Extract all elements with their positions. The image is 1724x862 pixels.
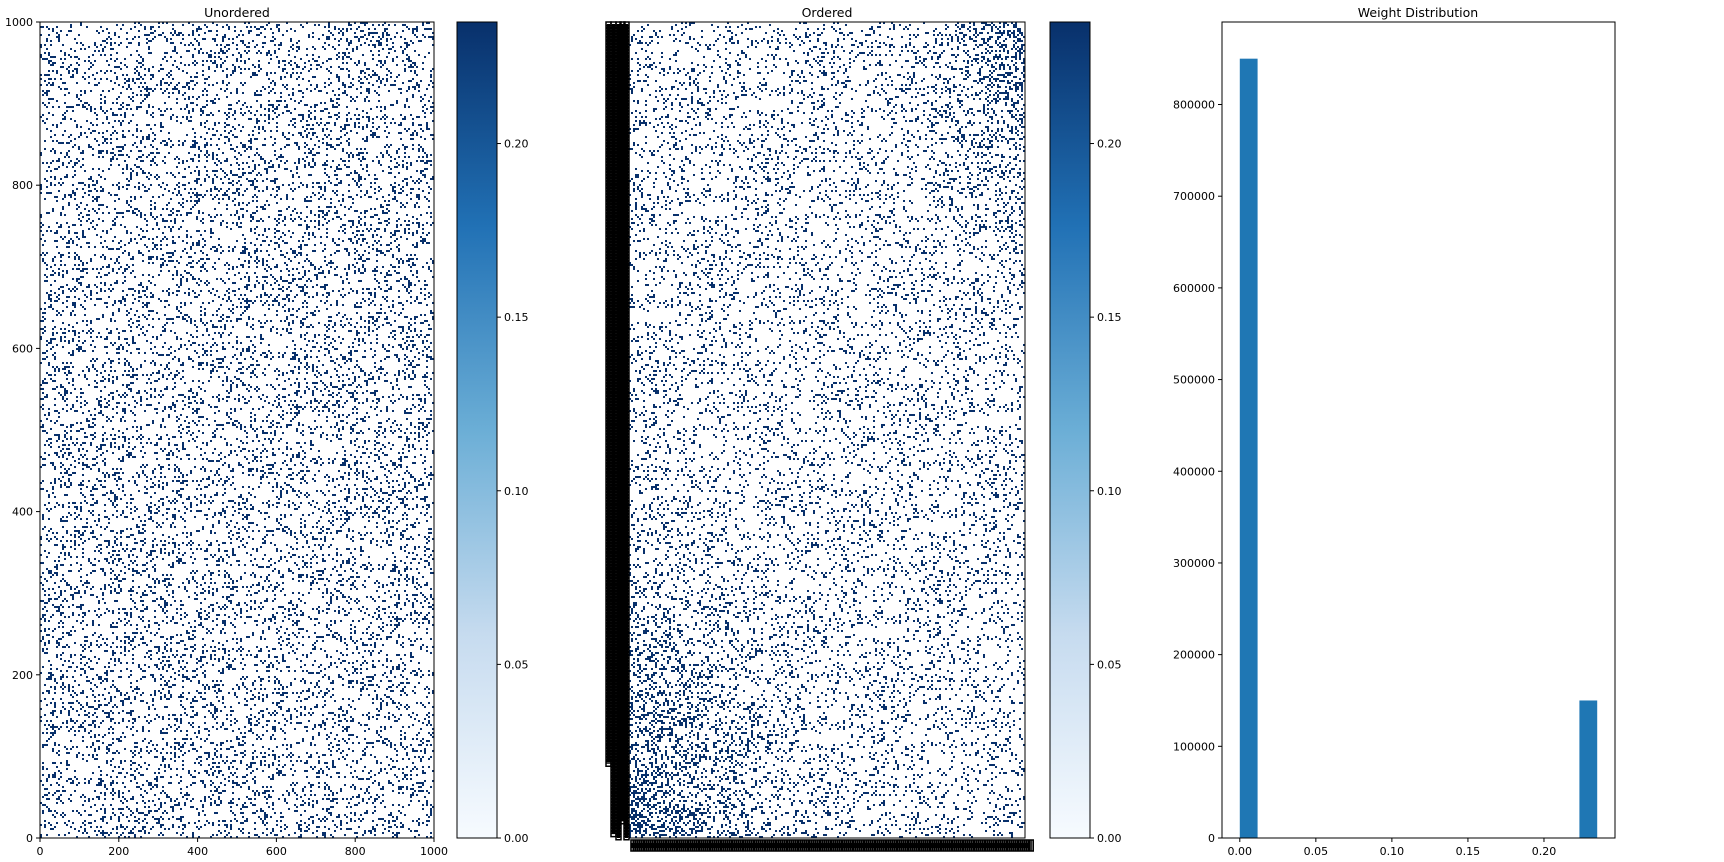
histogram-axes-frame xyxy=(1221,21,1616,839)
ordered-heatmap-cells xyxy=(629,22,1025,838)
y-tick-label-column xyxy=(612,24,615,834)
x-tick-label: 0.00 xyxy=(1228,845,1253,858)
histogram-y-axis: 0 100000 200000 300000 400000 500000 600000 700… xyxy=(1173,99,1222,845)
y-tick-label: 100000 xyxy=(1173,740,1215,753)
x-tick-label: 1000 xyxy=(420,845,448,858)
y-tick-label: 600 xyxy=(12,342,33,355)
y-tick-label: 200000 xyxy=(1173,649,1215,662)
y-tick-label: 0 xyxy=(26,832,33,845)
y-tick-label-column xyxy=(617,24,620,838)
y-tick-label: 0 xyxy=(1208,832,1215,845)
colorbar-tick-label: 0.00 xyxy=(504,832,529,845)
colorbar-tick-label: 0.15 xyxy=(1097,311,1122,324)
colorbar-tick-label: 0.20 xyxy=(504,138,529,151)
unordered-colorbar: 0.00 0.05 0.10 0.15 0.20 xyxy=(456,21,529,845)
colorbar-tick-label: 0.15 xyxy=(504,311,529,324)
x-tick-label: 0.15 xyxy=(1456,845,1481,858)
ordered-x-tick-labels xyxy=(630,839,1034,852)
y-tick-label: 800000 xyxy=(1173,99,1215,112)
y-tick-label-column xyxy=(607,24,610,762)
ordered-title: Ordered xyxy=(802,5,853,20)
x-tick-label: 400 xyxy=(187,845,208,858)
weight-distribution-panel: Weight Distribution 0.00 0.05 0.10 0.15 0.20… xyxy=(1173,5,1616,858)
ordered-y-tick-labels xyxy=(605,21,630,841)
histogram-bars xyxy=(1239,58,1598,839)
y-tick-label: 600000 xyxy=(1173,282,1215,295)
y-tick-label: 400000 xyxy=(1173,465,1215,478)
ordered-colorbar: 0.00 0.05 0.10 0.15 0.20 xyxy=(1049,21,1122,845)
colorbar-tick-label: 0.10 xyxy=(504,485,529,498)
y-tick-label: 400 xyxy=(12,506,33,519)
unordered-colorbar-ticks: 0.00 0.05 0.10 0.15 0.20 xyxy=(497,138,529,845)
x-tick-label: 600 xyxy=(266,845,287,858)
x-tick-label: 0 xyxy=(37,845,44,858)
unordered-panel: Unordered 0 200 400 600 800 1000 0 200 400 600 80… xyxy=(5,5,448,858)
ordered-panel: Ordered xyxy=(605,5,1034,852)
x-tick-label: 0.20 xyxy=(1532,845,1557,858)
histogram-bar-1 xyxy=(1579,700,1598,838)
overlapping-y-tick-labels xyxy=(623,21,630,841)
y-tick-label: 300000 xyxy=(1173,557,1215,570)
colorbar-tick-label: 0.05 xyxy=(504,658,529,671)
unordered-heatmap xyxy=(40,22,434,838)
ordered-colorbar-ticks: 0.00 0.05 0.10 0.15 0.20 xyxy=(1090,138,1122,845)
x-tick-label: 800 xyxy=(345,845,366,858)
weight-distribution-title: Weight Distribution xyxy=(1358,5,1478,20)
unordered-y-axis: 0 200 400 600 800 1000 xyxy=(5,16,40,845)
x-tick-label: 0.10 xyxy=(1380,845,1405,858)
ordered-colorbar-gradient xyxy=(1049,21,1091,839)
ordered-heatmap xyxy=(629,22,1025,838)
y-tick-label-column xyxy=(621,24,624,820)
y-tick-label: 200 xyxy=(12,669,33,682)
x-tick-label: 0.05 xyxy=(1304,845,1329,858)
unordered-heatmap-cells xyxy=(40,22,434,838)
y-tick-label-column xyxy=(625,24,628,838)
overlapping-x-tick-labels xyxy=(630,839,1034,852)
colorbar-tick-label: 0.20 xyxy=(1097,138,1122,151)
y-tick-label: 500000 xyxy=(1173,374,1215,387)
unordered-axes-frame xyxy=(39,21,435,839)
y-tick-label: 800 xyxy=(12,179,33,192)
y-tick-label: 700000 xyxy=(1173,190,1215,203)
histogram-x-axis: 0.00 0.05 0.10 0.15 0.20 xyxy=(1228,838,1557,858)
y-tick-label: 1000 xyxy=(5,16,33,29)
unordered-x-axis: 0 200 400 600 800 1000 xyxy=(37,838,448,858)
colorbar-tick-label: 0.00 xyxy=(1097,832,1122,845)
colorbar-tick-label: 0.10 xyxy=(1097,485,1122,498)
unordered-title: Unordered xyxy=(204,5,270,20)
colorbar-tick-label: 0.05 xyxy=(1097,658,1122,671)
x-tick-label-band xyxy=(631,843,1029,848)
unordered-colorbar-gradient xyxy=(456,21,498,839)
x-tick-label: 200 xyxy=(108,845,129,858)
histogram-bar-0 xyxy=(1239,58,1258,839)
